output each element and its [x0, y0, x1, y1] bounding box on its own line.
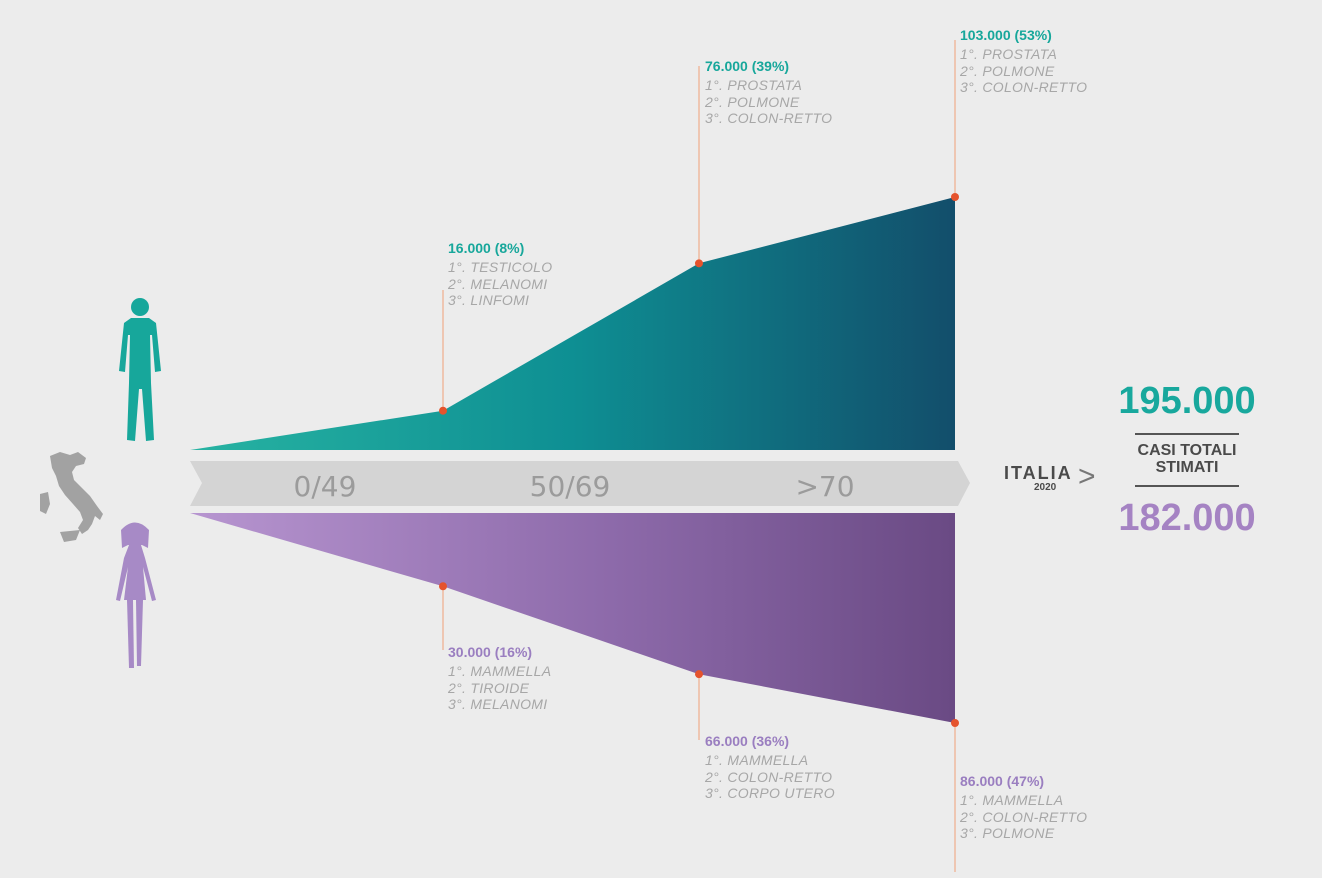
data-point — [695, 259, 703, 268]
rank-item: 2°. TIROIDE — [448, 679, 530, 696]
value-label: 103.000 (53%) — [960, 27, 1052, 43]
female-annotation: 30.000 (16%) 1°. MAMMELLA 2°. TIROIDE 3°… — [448, 644, 551, 713]
age-tick-label: >70 — [795, 470, 854, 503]
total-male-value: 195.000 — [1118, 380, 1256, 422]
rank-item: 1°. PROSTATA — [705, 76, 803, 93]
age-tick-label: 50/69 — [530, 470, 611, 503]
data-point — [951, 719, 959, 727]
female-area — [190, 513, 955, 723]
data-point — [439, 582, 447, 591]
rank-item: 3°. COLON-RETTO — [960, 79, 1088, 96]
country-label: ITALIA 2020 > — [1004, 460, 1096, 493]
rank-item: 1°. TESTICOLO — [448, 258, 553, 275]
value-label: 66.000 (36%) — [705, 733, 790, 749]
rank-item: 3°. LINFOMI — [448, 292, 530, 309]
age-tick-label: 0/49 — [294, 470, 357, 503]
male-annotation: 76.000 (39%) 1°. PROSTATA 2°. POLMONE 3°… — [705, 58, 832, 127]
rank-item: 1°. MAMMELLA — [448, 662, 552, 679]
male-figure-icon — [119, 298, 161, 441]
rank-item: 3°. CORPO UTERO — [705, 785, 835, 802]
rank-item: 3°. MELANOMI — [448, 696, 548, 713]
country-name: ITALIA — [1004, 463, 1073, 483]
chevron-right-icon: > — [1078, 460, 1096, 493]
total-cases-label: CASI TOTALI STIMATI — [1135, 433, 1239, 487]
female-figure-icon — [116, 522, 156, 668]
male-area — [190, 197, 955, 450]
rank-item: 2°. COLON-RETTO — [705, 768, 833, 785]
rank-item: 1°. MAMMELLA — [960, 791, 1064, 808]
rank-item: 3°. POLMONE — [960, 825, 1055, 842]
rank-item: 2°. POLMONE — [960, 62, 1055, 79]
rank-item: 1°. PROSTATA — [960, 45, 1058, 62]
value-label: 86.000 (47%) — [960, 773, 1045, 789]
data-point — [951, 193, 959, 201]
rank-item: 1°. MAMMELLA — [705, 751, 809, 768]
male-annotation: 16.000 (8%) 1°. TESTICOLO 2°. MELANOMI 3… — [448, 240, 552, 309]
italy-map-icon — [40, 452, 103, 542]
value-label: 30.000 (16%) — [448, 644, 533, 660]
data-point — [695, 670, 703, 679]
male-annotation: 103.000 (53%) 1°. PROSTATA 2°. POLMONE 3… — [960, 27, 1087, 96]
rank-item: 2°. COLON-RETTO — [960, 808, 1088, 825]
totals-panel: 195.000 CASI TOTALI STIMATI 182.000 — [1112, 380, 1262, 540]
rank-item: 2°. MELANOMI — [448, 275, 548, 292]
data-point — [439, 406, 447, 415]
female-annotation: 66.000 (36%) 1°. MAMMELLA 2°. COLON-RETT… — [705, 733, 835, 802]
age-axis-band — [190, 461, 970, 506]
rank-item: 2°. POLMONE — [705, 93, 800, 110]
rank-item: 3°. COLON-RETTO — [705, 110, 833, 127]
value-label: 16.000 (8%) — [448, 240, 525, 256]
value-label: 76.000 (39%) — [705, 58, 790, 74]
total-female-value: 182.000 — [1118, 496, 1256, 539]
female-annotation: 86.000 (47%) 1°. MAMMELLA 2°. COLON-RETT… — [960, 773, 1087, 842]
country-year: 2020 — [1034, 482, 1057, 493]
